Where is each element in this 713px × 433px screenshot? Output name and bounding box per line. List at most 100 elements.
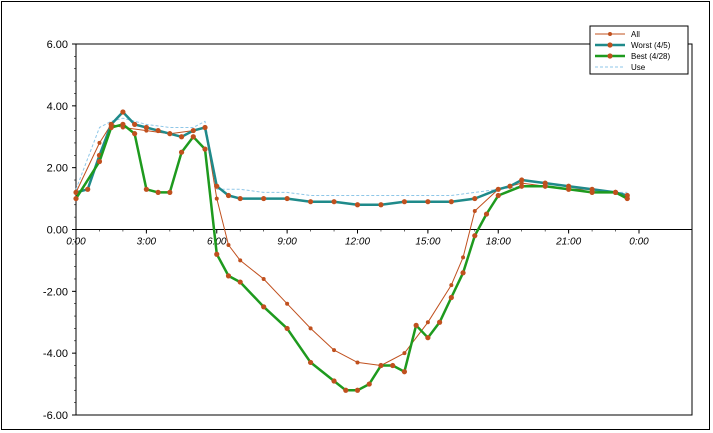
data-point bbox=[390, 362, 396, 369]
data-point bbox=[495, 186, 501, 192]
data-point bbox=[261, 304, 267, 310]
y-tick-label: 0.00 bbox=[47, 225, 68, 237]
data-point bbox=[143, 124, 149, 131]
x-tick-label: 9:00 bbox=[277, 237, 297, 248]
data-point bbox=[238, 258, 243, 263]
legend-marker bbox=[608, 32, 612, 36]
y-tick-label: 4.00 bbox=[47, 101, 68, 113]
y-tick-label: 6.00 bbox=[47, 39, 68, 51]
data-point bbox=[284, 325, 290, 332]
data-point bbox=[155, 127, 161, 134]
data-point bbox=[413, 322, 419, 328]
y-tick-label: -6.00 bbox=[43, 410, 68, 422]
data-point bbox=[73, 195, 79, 202]
data-point bbox=[167, 131, 173, 137]
data-point bbox=[566, 186, 572, 192]
data-point bbox=[307, 199, 314, 205]
data-point bbox=[190, 127, 196, 134]
data-point bbox=[401, 199, 408, 205]
data-point bbox=[437, 319, 443, 325]
legend-label: All bbox=[631, 30, 640, 39]
x-tick-label: 18:00 bbox=[486, 237, 511, 248]
data-point bbox=[226, 242, 231, 247]
data-point bbox=[448, 199, 454, 205]
data-point bbox=[73, 189, 79, 195]
data-point bbox=[472, 195, 478, 202]
data-point bbox=[143, 186, 149, 192]
data-point bbox=[214, 183, 220, 189]
y-tick-label: -2.00 bbox=[43, 286, 68, 298]
data-point bbox=[225, 273, 232, 279]
data-point bbox=[178, 149, 185, 155]
data-point bbox=[225, 192, 232, 199]
data-point bbox=[472, 233, 478, 239]
data-point bbox=[214, 251, 220, 257]
x-tick-label: 12:00 bbox=[345, 237, 370, 248]
data-point bbox=[214, 196, 219, 201]
data-point bbox=[85, 186, 91, 192]
data-point bbox=[460, 270, 466, 276]
data-point bbox=[132, 121, 138, 127]
data-point bbox=[190, 134, 196, 140]
data-point bbox=[519, 177, 525, 183]
data-point bbox=[449, 283, 454, 288]
x-tick-label: 6:00 bbox=[207, 237, 227, 248]
data-point bbox=[96, 158, 103, 165]
data-point bbox=[108, 124, 114, 131]
y-tick-label: 2.00 bbox=[47, 163, 68, 175]
data-point bbox=[354, 202, 361, 208]
data-point bbox=[366, 381, 372, 387]
data-point bbox=[461, 255, 466, 260]
data-point bbox=[589, 189, 595, 195]
data-point bbox=[155, 189, 161, 195]
data-point bbox=[519, 183, 525, 189]
data-point bbox=[507, 183, 513, 189]
x-tick-label: 0:00 bbox=[66, 237, 86, 248]
x-tick-label: 15:00 bbox=[415, 237, 440, 248]
data-point bbox=[261, 195, 267, 202]
data-point bbox=[331, 378, 337, 384]
data-point bbox=[120, 109, 126, 115]
legend-marker bbox=[607, 53, 613, 59]
x-tick-label: 0:00 bbox=[629, 237, 649, 248]
data-point bbox=[354, 387, 361, 393]
data-point bbox=[285, 301, 290, 306]
data-point bbox=[425, 199, 431, 205]
data-point bbox=[483, 211, 490, 217]
data-point bbox=[402, 351, 407, 356]
x-tick-label: 3:00 bbox=[137, 237, 157, 248]
data-point bbox=[332, 348, 337, 353]
legend-marker bbox=[607, 42, 613, 48]
data-point bbox=[355, 360, 360, 365]
data-point bbox=[343, 387, 349, 393]
data-point bbox=[425, 320, 430, 325]
x-tick-label: 21:00 bbox=[555, 237, 581, 248]
data-point bbox=[237, 195, 243, 202]
data-point bbox=[307, 359, 314, 366]
data-point bbox=[331, 199, 337, 205]
data-point bbox=[448, 294, 454, 301]
data-point bbox=[472, 208, 477, 213]
data-point bbox=[167, 189, 173, 195]
legend-label: Worst (4/5) bbox=[631, 41, 671, 50]
data-point bbox=[378, 362, 384, 369]
data-point bbox=[425, 335, 431, 341]
data-point bbox=[624, 195, 630, 202]
data-point bbox=[202, 124, 208, 131]
legend-label: Use bbox=[631, 63, 646, 72]
data-point bbox=[378, 202, 384, 208]
data-point bbox=[261, 276, 266, 281]
legend-label: Best (4/28) bbox=[631, 52, 670, 61]
data-point bbox=[178, 134, 185, 140]
data-point bbox=[97, 140, 102, 145]
data-point bbox=[237, 279, 243, 285]
data-point bbox=[284, 195, 290, 202]
y-tick-label: -4.00 bbox=[43, 348, 68, 360]
data-point bbox=[401, 369, 408, 375]
data-point bbox=[132, 131, 138, 137]
data-point bbox=[542, 183, 548, 189]
data-point bbox=[612, 189, 619, 195]
data-point bbox=[308, 326, 313, 331]
